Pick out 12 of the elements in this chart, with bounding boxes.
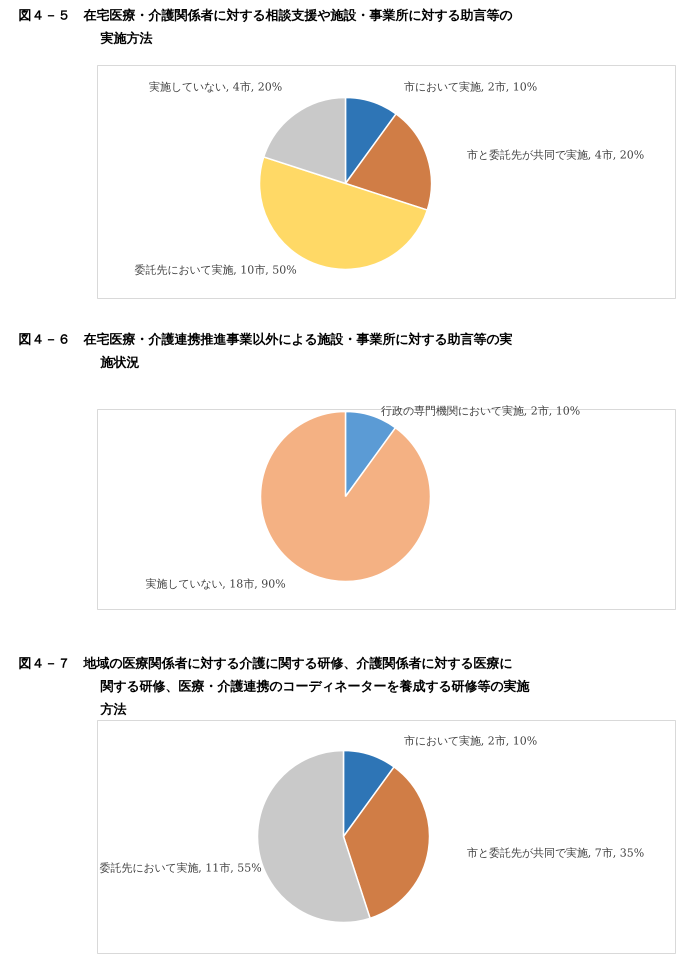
slice-label: 委託先において実施, 11市, 55%	[99, 862, 262, 874]
slice-label: 行政の専門機関において実施, 2市, 10%	[380, 404, 580, 418]
slice-label: 市において実施, 2市, 10%	[404, 80, 538, 94]
slice-label: 市と委託先が共同で実施, 4市, 20%	[466, 148, 644, 162]
chart-title: 図４－７ 地域の医療関係者に対する介護に関する研修、介護関係者に対する医療に関する研修、医療・介護連携のコーディネーターを養成する研修等の実施方法	[18, 656, 530, 718]
slice-label: 実施していない, 18市, 90%	[145, 578, 286, 590]
chart-title: 図４－６ 在宅医療・介護連携推進事業以外による施設・事業所に対する助言等の実施状況	[18, 332, 512, 370]
slice-label: 委託先において実施, 10市, 50%	[134, 264, 297, 276]
slice-label: 市において実施, 2市, 10%	[404, 734, 538, 748]
chart-title: 図４－５ 在宅医療・介護関係者に対する相談支援や施設・事業所に対する助言等の実施方法	[18, 8, 512, 46]
slice-label: 実施していない, 4市, 20%	[148, 80, 282, 94]
slice-label: 市と委託先が共同で実施, 7市, 35%	[466, 846, 644, 860]
